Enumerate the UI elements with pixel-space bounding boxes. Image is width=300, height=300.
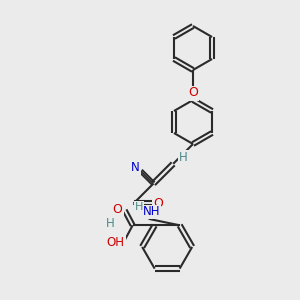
Text: NH: NH (142, 206, 160, 218)
Text: H: H (106, 217, 115, 230)
Text: O: O (154, 197, 164, 210)
Text: OH: OH (107, 236, 125, 249)
Text: N: N (131, 161, 140, 174)
Text: H: H (135, 202, 143, 212)
Text: O: O (113, 203, 123, 216)
Text: H: H (179, 151, 188, 164)
Text: O: O (188, 86, 198, 100)
